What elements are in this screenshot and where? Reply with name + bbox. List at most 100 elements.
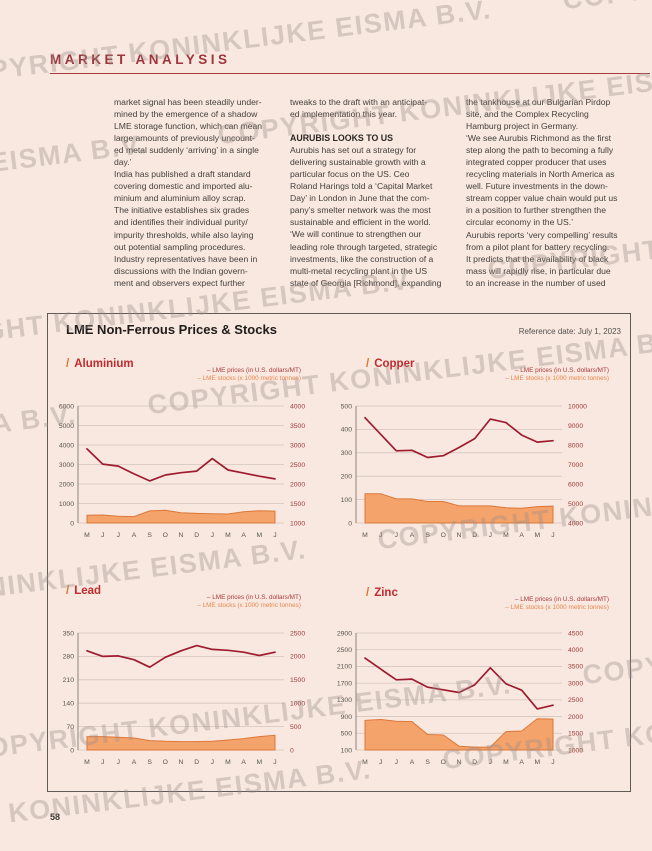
zinc-chart: 2900 2500 2100 1700 1300 900 500 100 4500 4000 350…	[329, 626, 594, 774]
svg-text:M: M	[256, 759, 262, 766]
svg-text:J: J	[379, 759, 382, 766]
legend-stocks: – LME stocks (x 1000 metric tonnes)	[197, 601, 301, 609]
svg-text:8000: 8000	[568, 442, 583, 449]
svg-text:M: M	[503, 759, 509, 766]
lead-plot-svg: 350 280 210 140 70 0 2500 2000 1500 1000 500 0 M J J A S…	[63, 630, 306, 766]
svg-text:A: A	[410, 532, 415, 539]
svg-text:2100: 2100	[337, 664, 352, 671]
aluminium-plot-svg: 6000 5000 4000 3000 2000 1000 0 4000 3500 3000 250…	[59, 403, 305, 539]
svg-text:S: S	[425, 759, 430, 766]
chart-legend-zinc: – LME prices (in U.S. dollars/MT) – LME …	[374, 596, 609, 612]
chart-title-lead: / Lead	[66, 585, 101, 597]
svg-text:1500: 1500	[290, 501, 305, 508]
lead-price-line	[86, 644, 276, 669]
legend-stocks: – LME stocks (x 1000 metric tonnes)	[505, 603, 609, 611]
reference-date: Reference date: July 1, 2023	[518, 327, 621, 336]
svg-text:2000: 2000	[568, 714, 583, 721]
zinc-stocks-area	[364, 718, 554, 751]
svg-text:2000: 2000	[290, 481, 305, 488]
article-column-2: tweaks to the draft with an anticipat- e…	[290, 96, 455, 289]
svg-text:5000: 5000	[59, 423, 74, 430]
svg-text:S: S	[147, 532, 152, 539]
svg-text:2000: 2000	[290, 654, 305, 661]
svg-text:1300: 1300	[337, 697, 352, 704]
svg-text:J: J	[101, 532, 104, 539]
svg-text:500: 500	[290, 724, 302, 731]
copper-chart: 500 400 300 200 100 0 10000 9000 8000 7000 6000 500…	[329, 399, 594, 547]
chart-title-zinc: / Zinc	[366, 587, 398, 599]
svg-text:M: M	[534, 759, 540, 766]
title-slash: /	[66, 358, 70, 370]
svg-text:500: 500	[341, 403, 353, 410]
svg-text:500: 500	[341, 731, 353, 738]
svg-text:0: 0	[70, 520, 74, 527]
svg-text:900: 900	[341, 714, 353, 721]
article-column-1: market signal has been steadily under- m…	[114, 96, 279, 289]
svg-text:140: 140	[63, 701, 75, 708]
svg-text:1000: 1000	[568, 747, 583, 754]
legend-prices: – LME prices (in U.S. dollars/MT)	[206, 367, 301, 374]
svg-text:1700: 1700	[337, 680, 352, 687]
svg-text:J: J	[379, 532, 382, 539]
svg-text:2500: 2500	[290, 630, 305, 637]
svg-text:4500: 4500	[568, 630, 583, 637]
svg-text:10000: 10000	[568, 403, 587, 410]
svg-text:2500: 2500	[337, 647, 352, 654]
svg-text:M: M	[362, 759, 368, 766]
svg-text:3000: 3000	[290, 442, 305, 449]
svg-text:400: 400	[341, 427, 353, 434]
svg-text:J: J	[101, 759, 104, 766]
svg-text:280: 280	[63, 654, 75, 661]
zinc-price-line	[364, 657, 554, 710]
aluminium-price-line	[86, 448, 276, 482]
svg-text:5000: 5000	[568, 501, 583, 508]
title-slash: /	[366, 358, 370, 370]
lme-chart-panel: LME Non-Ferrous Prices & Stocks Referenc…	[47, 313, 631, 792]
svg-text:70: 70	[66, 724, 74, 731]
svg-text:O: O	[163, 759, 168, 766]
svg-text:J: J	[117, 532, 120, 539]
chart-title-copper: / Copper	[366, 358, 414, 370]
svg-text:0: 0	[70, 747, 74, 754]
legend-prices: – LME prices (in U.S. dollars/MT)	[514, 596, 609, 603]
svg-text:A: A	[410, 759, 415, 766]
svg-text:100: 100	[341, 747, 353, 754]
svg-text:J: J	[551, 532, 554, 539]
svg-text:A: A	[241, 532, 246, 539]
svg-text:A: A	[132, 532, 137, 539]
svg-text:A: A	[519, 532, 524, 539]
svg-text:2900: 2900	[337, 630, 352, 637]
svg-text:M: M	[225, 532, 231, 539]
copper-stocks-area	[364, 493, 554, 524]
svg-text:0: 0	[290, 747, 294, 754]
legend-prices: – LME prices (in U.S. dollars/MT)	[514, 367, 609, 374]
svg-text:100: 100	[341, 497, 353, 504]
svg-text:4000: 4000	[568, 647, 583, 654]
svg-text:D: D	[194, 532, 199, 539]
paragraph: the tankhouse at our Bulgarian Pirdop si…	[466, 97, 618, 288]
svg-text:J: J	[551, 759, 554, 766]
svg-text:2000: 2000	[59, 481, 74, 488]
paragraph: market signal has been steadily under- m…	[114, 97, 263, 288]
aluminium-stocks-area	[86, 509, 276, 524]
svg-text:N: N	[457, 759, 462, 766]
zinc-plot-svg: 2900 2500 2100 1700 1300 900 500 100 4500 4000 350…	[337, 630, 583, 766]
svg-text:D: D	[194, 759, 199, 766]
svg-text:3500: 3500	[568, 664, 583, 671]
svg-text:2500: 2500	[568, 697, 583, 704]
svg-text:J: J	[117, 759, 120, 766]
svg-text:3000: 3000	[59, 462, 74, 469]
svg-text:O: O	[441, 759, 446, 766]
article-column-3: the tankhouse at our Bulgarian Pirdop si…	[466, 96, 631, 289]
svg-text:2500: 2500	[290, 462, 305, 469]
svg-text:J: J	[489, 759, 492, 766]
svg-text:1500: 1500	[568, 731, 583, 738]
page-number: 58	[50, 812, 61, 822]
svg-text:D: D	[472, 532, 477, 539]
chart-title-text: Copper	[374, 358, 415, 370]
svg-text:O: O	[441, 532, 446, 539]
paragraph: tweaks to the draft with an anticipat- e…	[290, 97, 428, 120]
svg-text:M: M	[534, 532, 540, 539]
chart-title-aluminium: / Aluminium	[66, 358, 134, 370]
